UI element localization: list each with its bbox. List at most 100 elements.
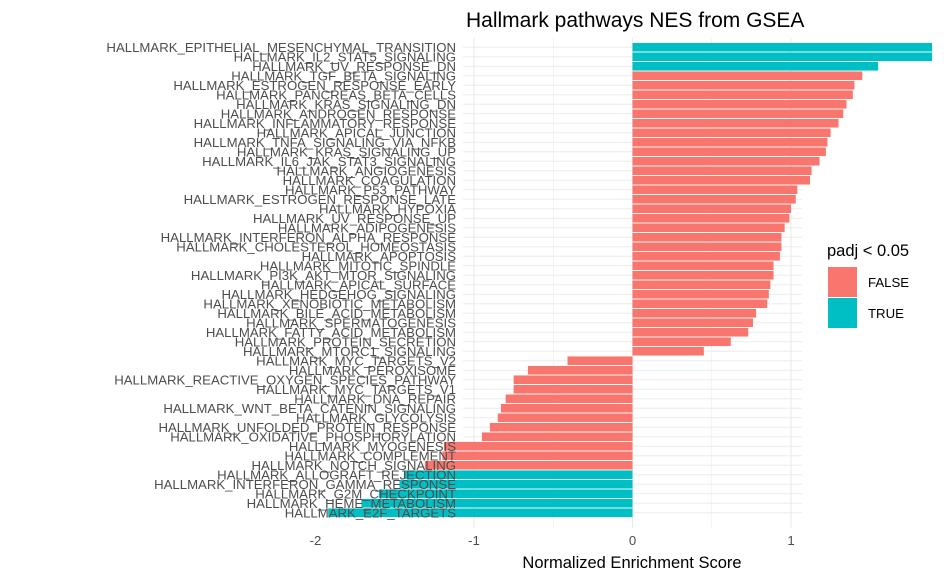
category-label: HALLMARK_ESTROGEN_RESPONSE_LATE (184, 192, 457, 207)
category-label: HALLMARK_COMPLEMENT (285, 448, 456, 463)
legend-swatch-true (828, 298, 857, 328)
bar (632, 137, 828, 147)
category-label: HALLMARK_EPITHELIAL_MESENCHYMAL_TRANSITI… (106, 40, 456, 55)
bar (632, 308, 757, 318)
bar (632, 166, 812, 176)
category-label: HALLMARK_E2F_TARGETS (285, 505, 456, 520)
bar (632, 327, 749, 337)
category-label: HALLMARK_NOTCH_SIGNALING (252, 458, 456, 473)
bar (632, 318, 753, 328)
category-label: HALLMARK_KRAS_SIGNALING_DN (236, 97, 456, 112)
category-label: HALLMARK_PANCREAS_BETA_CELLS (216, 87, 456, 102)
bar (378, 489, 633, 499)
bars (328, 42, 933, 518)
legend-label-false: FALSE (868, 275, 909, 290)
bar (513, 384, 633, 394)
bar (442, 451, 633, 461)
bar (632, 118, 839, 128)
bar (632, 232, 782, 242)
category-label: HALLMARK_UV_RESPONSE_DN (252, 59, 456, 74)
category-label: HALLMARK_ALLOGRAFT_REJECTION (217, 467, 456, 482)
category-label: HALLMARK_INTERFERON_GAMMA_RESPONSE (154, 477, 456, 492)
category-label: HALLMARK_ADIPOGENESIS (278, 220, 456, 235)
category-label: HALLMARK_MYC_TARGETS_V2 (256, 353, 456, 368)
category-label: HALLMARK_KRAS_SIGNALING_UP (237, 144, 456, 159)
bar (489, 422, 633, 432)
x-tick-labels: -2-1012 (310, 533, 795, 548)
bar (328, 508, 633, 518)
category-label: HALLMARK_FATTY_ACID_METABOLISM (206, 325, 456, 340)
bar (497, 413, 633, 423)
x-tick-label: -2 (310, 533, 322, 548)
category-label: HALLMARK_PROTEIN_SECRETION (235, 334, 456, 349)
bar (632, 270, 774, 280)
category-label: HALLMARK_HEME_METABOLISM (247, 496, 456, 511)
legend-title: padj < 0.05 (827, 242, 909, 260)
bar (361, 498, 633, 508)
category-label: HALLMARK_ESTROGEN_RESPONSE_EARLY (173, 78, 456, 93)
category-label: HALLMARK_WNT_BETA_CATENIN_SIGNALING (163, 401, 456, 416)
bar (632, 42, 933, 52)
bar (527, 365, 633, 375)
bar (632, 194, 796, 204)
category-label: HALLMARK_PI3K_AKT_MTOR_SIGNALING (191, 268, 456, 283)
category-label: HALLMARK_TGF_BETA_SIGNALING (231, 68, 456, 83)
bar (424, 460, 633, 470)
x-axis-title: Normalized Enrichment Score (522, 554, 741, 572)
bar (632, 337, 731, 347)
x-tick-label: 1 (787, 533, 794, 548)
category-label: HALLMARK_OXIDATIVE_PHOSPHORYLATION (170, 429, 456, 444)
category-label: HALLMARK_APICAL_SURFACE (261, 277, 456, 292)
bar (632, 261, 774, 271)
bar (632, 280, 771, 290)
bar (513, 375, 633, 385)
category-label: HALLMARK_MITOTIC_SPINDLE (260, 258, 456, 273)
category-label: HALLMARK_MYC_TARGETS_V1 (256, 382, 456, 397)
category-label: HALLMARK_HYPOXIA (319, 201, 456, 216)
bar (632, 346, 704, 356)
category-label: HALLMARK_HEDGEHOG_SIGNALING (221, 287, 456, 302)
category-label: HALLMARK_P53_PATHWAY (285, 182, 456, 197)
category-label: HALLMARK_INFLAMMATORY_RESPONSE (194, 116, 457, 131)
bar (632, 242, 782, 252)
bar (632, 213, 790, 223)
category-label: HALLMARK_GLYCOLYSIS (296, 410, 456, 425)
bar (632, 223, 785, 233)
category-label: HALLMARK_ANDROGEN_RESPONSE (221, 106, 456, 121)
bar (399, 479, 633, 489)
category-label: HALLMARK_DNA_REPAIR (294, 391, 456, 406)
bar (632, 204, 791, 214)
bar (632, 299, 768, 309)
bar (632, 128, 831, 138)
bar (632, 80, 855, 90)
bar (632, 61, 879, 71)
bar (632, 90, 853, 100)
category-label: HALLMARK_COAGULATION (283, 173, 456, 188)
category-label: HALLMARK_UNFOLDED_PROTEIN_RESPONSE (158, 420, 456, 435)
legend-swatch-false (828, 267, 857, 297)
bar (481, 432, 633, 442)
category-label: HALLMARK_XENOBIOTIC_METABOLISM (203, 296, 456, 311)
bar (632, 251, 780, 261)
category-label: HALLMARK_TNFA_SIGNALING_VIA_NFKB (194, 135, 457, 150)
category-label: HALLMARK_MTORC1_SIGNALING (243, 344, 456, 359)
bar (500, 403, 633, 413)
bar (632, 147, 826, 157)
category-labels: HALLMARK_EPITHELIAL_MESENCHYMAL_TRANSITI… (106, 40, 456, 520)
chart-title: Hallmark pathways NES from GSEA (466, 9, 804, 32)
bar (404, 470, 633, 480)
bar (632, 99, 847, 109)
bar (505, 394, 633, 404)
category-label: HALLMARK_UV_RESPONSE_UP (253, 211, 456, 226)
bar (632, 52, 933, 62)
category-label: HALLMARK_IL2_STAT5_SIGNALING (234, 49, 456, 64)
category-label: HALLMARK_ANGIOGENESIS (276, 163, 456, 178)
category-label: HALLMARK_IL6_JAK_STAT3_SIGNALING (202, 154, 456, 169)
bar (632, 289, 769, 299)
bar (443, 441, 633, 451)
category-label: HALLMARK_REACTIVE_OXYGEN_SPECIES_PATHWAY (114, 372, 456, 387)
bar (632, 156, 820, 166)
bar (632, 185, 798, 195)
bar (567, 356, 633, 366)
